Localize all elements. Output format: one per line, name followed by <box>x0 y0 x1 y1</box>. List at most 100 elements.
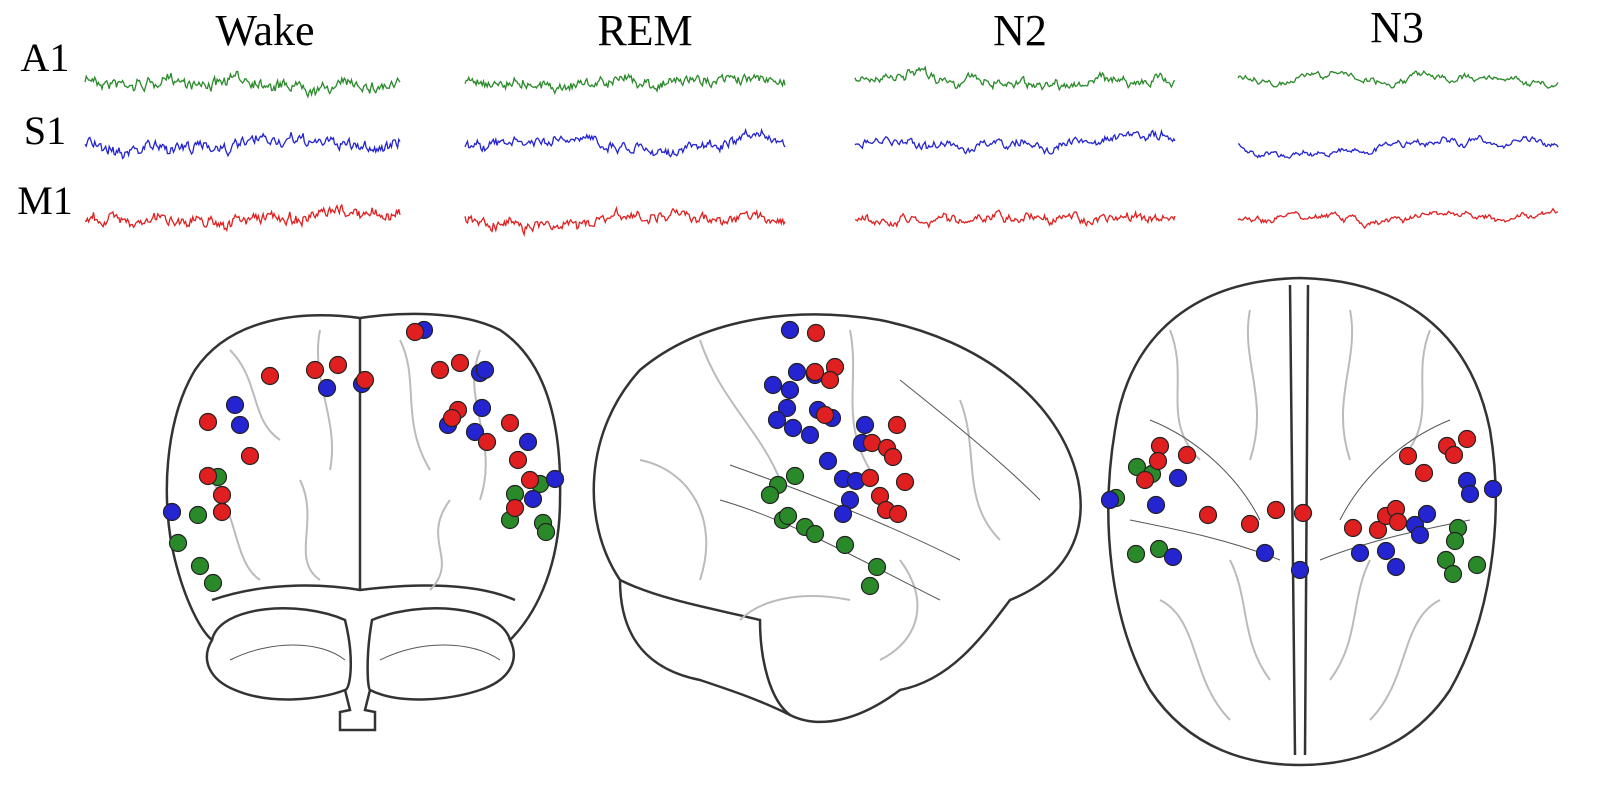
electrode <box>214 487 231 504</box>
electrode <box>1295 505 1312 522</box>
electrode <box>1200 507 1217 524</box>
electrode <box>1345 520 1362 537</box>
eeg-trace <box>465 75 785 94</box>
electrode <box>1416 465 1433 482</box>
electrode <box>862 470 879 487</box>
electrode <box>232 417 249 434</box>
electrode <box>407 324 424 341</box>
electrode <box>1242 516 1259 533</box>
electrode <box>820 453 837 470</box>
electrode <box>857 417 874 434</box>
electrode <box>1257 545 1274 562</box>
eeg-trace <box>1238 136 1558 159</box>
electrode <box>444 410 461 427</box>
electrode <box>1179 447 1196 464</box>
eeg-trace <box>85 205 400 230</box>
electrode <box>510 452 527 469</box>
electrode <box>307 362 324 379</box>
electrode <box>452 355 469 372</box>
electrode <box>1400 448 1417 465</box>
electrode <box>1150 453 1167 470</box>
eeg-trace <box>855 210 1175 227</box>
electrode <box>1170 470 1187 487</box>
electrode <box>1462 486 1479 503</box>
electrode <box>1137 472 1154 489</box>
electrode <box>200 414 217 431</box>
electrode <box>1390 514 1407 531</box>
electrode <box>890 506 907 523</box>
eeg-trace <box>855 131 1175 154</box>
electrodes <box>164 322 1502 595</box>
electrode <box>547 471 564 488</box>
electrode <box>170 535 187 552</box>
eeg-trace <box>1238 71 1558 88</box>
electrode <box>205 575 222 592</box>
electrode <box>192 558 209 575</box>
electrode <box>1378 543 1395 560</box>
electrode <box>1447 533 1464 550</box>
electrode <box>782 382 799 399</box>
electrode <box>765 377 782 394</box>
electrode <box>1128 546 1145 563</box>
electrode <box>802 427 819 444</box>
eeg-trace <box>855 67 1175 89</box>
electrode <box>869 559 886 576</box>
electrode <box>1352 545 1369 562</box>
stage-title: REM <box>597 6 692 55</box>
electrode <box>807 526 824 543</box>
electrode <box>200 468 217 485</box>
stage-title: Wake <box>215 6 314 55</box>
electrode <box>822 372 839 389</box>
electrode <box>835 506 852 523</box>
labels: Wake REM N2 N3 A1 S1 M1 <box>17 3 1424 223</box>
electrode <box>522 472 539 489</box>
electrode <box>538 524 555 541</box>
electrode <box>889 417 906 434</box>
electrode <box>474 400 491 417</box>
electrode <box>432 362 449 379</box>
figure: Wake REM N2 N3 A1 S1 M1 <box>0 0 1621 795</box>
electrode <box>782 322 799 339</box>
electrode <box>1388 559 1405 576</box>
electrode <box>357 372 374 389</box>
eeg-traces <box>85 67 1558 234</box>
electrode <box>479 434 496 451</box>
electrode <box>762 487 779 504</box>
electrode <box>785 420 802 437</box>
electrode <box>520 434 537 451</box>
electrode <box>1102 492 1119 509</box>
electrode <box>837 537 854 554</box>
electrode <box>1459 431 1476 448</box>
electrode <box>1412 527 1429 544</box>
electrode <box>1419 506 1436 523</box>
electrode <box>227 397 244 414</box>
electrode <box>190 507 207 524</box>
electrode <box>1485 481 1502 498</box>
stage-title: N3 <box>1370 3 1424 52</box>
electrode <box>1148 497 1165 514</box>
electrode <box>525 491 542 508</box>
electrode <box>214 504 231 521</box>
page: {"stages": ["Wake", "REM", "N2", "N3"], … <box>0 0 1621 795</box>
electrode <box>164 504 181 521</box>
electrode <box>808 325 825 342</box>
channel-label: M1 <box>17 178 73 223</box>
channel-label: A1 <box>21 35 70 80</box>
eeg-trace <box>85 71 400 96</box>
electrode <box>1292 562 1309 579</box>
electrode <box>769 412 786 429</box>
electrode <box>330 357 347 374</box>
electrode <box>817 407 834 424</box>
electrode <box>787 468 804 485</box>
electrode <box>780 508 797 525</box>
electrode <box>862 578 879 595</box>
electrode <box>789 364 806 381</box>
eeg-trace <box>1238 209 1558 228</box>
stage-title: N2 <box>993 6 1047 55</box>
electrode <box>807 364 824 381</box>
channel-label: S1 <box>24 108 66 153</box>
electrode <box>1165 549 1182 566</box>
electrode <box>1469 557 1486 574</box>
electrode <box>502 415 519 432</box>
electrode <box>242 448 259 465</box>
